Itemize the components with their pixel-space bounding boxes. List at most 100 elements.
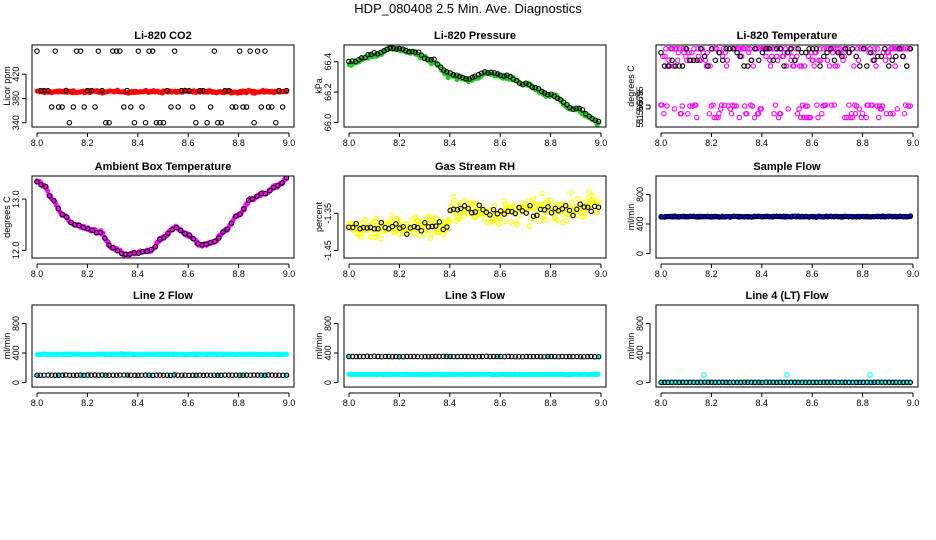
data-point xyxy=(785,106,791,112)
series-1-min xyxy=(658,46,914,121)
data-point xyxy=(525,198,532,204)
data-point xyxy=(772,46,778,52)
data-point xyxy=(404,353,410,360)
data-point xyxy=(661,110,667,117)
data-point xyxy=(433,353,439,360)
data-point xyxy=(658,213,664,220)
data-point xyxy=(88,372,94,378)
data-point xyxy=(258,104,265,110)
data-point xyxy=(99,372,105,378)
data-point xyxy=(694,214,701,220)
data-point xyxy=(842,213,848,220)
data-point xyxy=(665,379,671,386)
data-point xyxy=(792,57,798,64)
data-point xyxy=(687,103,693,109)
data-point xyxy=(705,63,711,69)
data-point xyxy=(500,208,506,215)
data-point xyxy=(875,114,882,121)
data-point xyxy=(716,379,722,386)
data-point xyxy=(878,106,885,112)
y-tick-label: 800 xyxy=(635,187,645,202)
data-point xyxy=(496,221,502,228)
data-point xyxy=(802,103,809,109)
data-point xyxy=(802,213,809,220)
data-point xyxy=(488,69,494,76)
data-point xyxy=(727,213,733,220)
data-point xyxy=(406,49,412,55)
data-point xyxy=(828,46,834,52)
data-point xyxy=(414,217,421,224)
data-point xyxy=(475,71,482,78)
y-tick-label: 420 xyxy=(11,67,21,82)
data-point xyxy=(411,353,417,360)
data-point xyxy=(34,179,40,185)
data-point xyxy=(236,48,243,54)
data-point xyxy=(701,53,708,60)
data-point xyxy=(659,102,665,108)
data-point xyxy=(102,235,108,242)
series-1-min xyxy=(346,189,602,242)
data-point xyxy=(382,353,389,360)
data-point xyxy=(844,114,850,121)
data-point xyxy=(358,55,365,61)
data-point xyxy=(135,48,142,54)
data-point xyxy=(157,119,163,126)
data-point xyxy=(803,114,810,121)
data-point xyxy=(799,213,805,220)
data-point xyxy=(770,213,777,220)
data-point xyxy=(886,53,892,60)
data-point xyxy=(426,213,433,220)
data-point xyxy=(365,51,371,58)
x-tick-label: 8.0 xyxy=(655,138,668,148)
data-point xyxy=(207,372,214,378)
x-axis: 8.0 8.2 8.4 8.6 8.8 9.0 xyxy=(343,392,607,408)
data-point xyxy=(590,193,596,199)
data-point xyxy=(364,225,370,231)
data-point xyxy=(70,372,77,378)
data-point xyxy=(485,70,491,76)
data-point xyxy=(146,372,152,378)
data-point xyxy=(554,95,561,101)
data-point xyxy=(103,372,109,378)
data-point xyxy=(736,114,743,121)
data-point xyxy=(453,72,460,78)
y-axis: 0 400 800 xyxy=(323,316,339,385)
data-point xyxy=(795,46,801,52)
data-point xyxy=(148,246,155,253)
data-point xyxy=(868,379,874,386)
data-point xyxy=(211,238,218,245)
x-tick-label: 8.0 xyxy=(31,138,44,148)
data-point xyxy=(237,211,243,217)
data-point xyxy=(124,87,130,94)
panel-title: Ambient Box Temperature xyxy=(95,161,232,173)
data-point xyxy=(853,379,860,386)
panel-title: Line 4 (LT) Flow xyxy=(746,290,829,302)
data-point xyxy=(378,219,385,226)
data-point xyxy=(164,87,170,94)
y-axis-label: ml/min xyxy=(626,333,636,360)
data-point xyxy=(59,372,66,379)
data-point xyxy=(773,213,780,220)
data-point xyxy=(831,102,838,108)
data-point xyxy=(433,223,439,229)
data-point xyxy=(393,353,399,360)
data-point xyxy=(42,183,49,190)
data-point xyxy=(461,203,468,209)
x-tick-label: 9.0 xyxy=(595,269,608,279)
y-tick-label: -1.35 xyxy=(323,203,333,224)
data-point xyxy=(390,45,397,51)
data-point xyxy=(249,196,256,202)
data-point xyxy=(803,49,809,56)
data-point xyxy=(671,106,678,112)
data-point xyxy=(795,213,802,220)
data-point xyxy=(679,379,686,386)
y-axis-label: ml/min xyxy=(2,333,12,360)
data-point xyxy=(157,372,163,378)
data-point xyxy=(241,206,247,212)
data-point xyxy=(346,58,352,65)
data-point xyxy=(741,379,748,385)
data-point xyxy=(577,201,583,207)
data-point xyxy=(455,216,462,222)
y-axis: 12.0 13.0 xyxy=(11,190,27,259)
x-tick-label: 8.8 xyxy=(856,269,869,279)
